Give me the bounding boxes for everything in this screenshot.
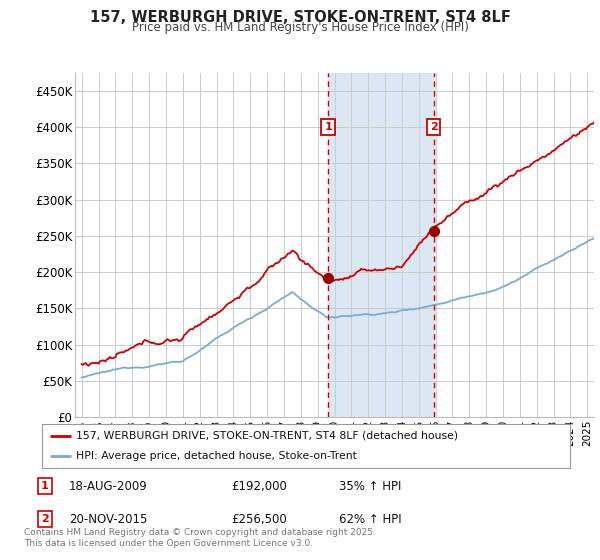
Text: 18-AUG-2009: 18-AUG-2009 xyxy=(69,479,148,493)
Text: 20-NOV-2015: 20-NOV-2015 xyxy=(69,512,148,526)
Text: Contains HM Land Registry data © Crown copyright and database right 2025.
This d: Contains HM Land Registry data © Crown c… xyxy=(24,528,376,548)
Text: Price paid vs. HM Land Registry's House Price Index (HPI): Price paid vs. HM Land Registry's House … xyxy=(131,21,469,34)
Text: 62% ↑ HPI: 62% ↑ HPI xyxy=(339,512,401,526)
Text: 35% ↑ HPI: 35% ↑ HPI xyxy=(339,479,401,493)
Text: £256,500: £256,500 xyxy=(231,512,287,526)
Text: 157, WERBURGH DRIVE, STOKE-ON-TRENT, ST4 8LF (detached house): 157, WERBURGH DRIVE, STOKE-ON-TRENT, ST4… xyxy=(76,431,458,441)
Text: 1: 1 xyxy=(324,122,332,132)
Bar xyxy=(328,73,434,417)
Text: HPI: Average price, detached house, Stoke-on-Trent: HPI: Average price, detached house, Stok… xyxy=(76,451,357,461)
Text: 2: 2 xyxy=(430,122,437,132)
Text: 2: 2 xyxy=(41,514,49,524)
Text: 157, WERBURGH DRIVE, STOKE-ON-TRENT, ST4 8LF: 157, WERBURGH DRIVE, STOKE-ON-TRENT, ST4… xyxy=(89,10,511,25)
Text: 1: 1 xyxy=(41,481,49,491)
Text: £192,000: £192,000 xyxy=(231,479,287,493)
